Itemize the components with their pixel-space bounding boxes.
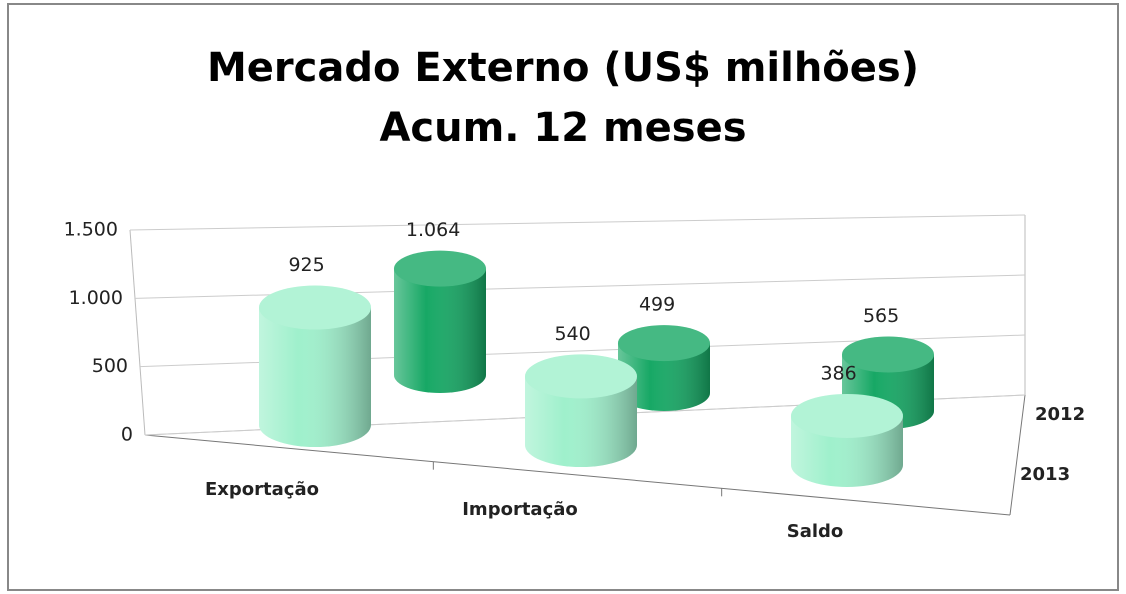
bar-top bbox=[259, 285, 371, 330]
bar-top bbox=[525, 354, 637, 399]
value-label: 540 bbox=[554, 323, 590, 345]
floor-edge bbox=[1009, 394, 1026, 516]
floor-edge bbox=[144, 434, 1011, 516]
value-label: 499 bbox=[639, 294, 675, 316]
bar-top bbox=[842, 336, 934, 373]
y-tick-label: 0 bbox=[121, 424, 133, 446]
grid-line bbox=[129, 214, 1026, 231]
x-tick-label: Saldo bbox=[787, 521, 844, 542]
value-label: 386 bbox=[820, 362, 856, 384]
bar-top-highlight bbox=[842, 336, 934, 373]
bar-top bbox=[791, 393, 903, 438]
y-tick-label: 1.500 bbox=[64, 219, 118, 241]
x-tick-label: Importação bbox=[462, 499, 578, 520]
bar-top-highlight bbox=[791, 393, 903, 438]
bar-top-highlight bbox=[525, 354, 637, 399]
x-tick-label: Exportação bbox=[205, 479, 319, 500]
bar-shade bbox=[394, 268, 486, 393]
bar-shade bbox=[259, 307, 371, 447]
bar-top-highlight bbox=[259, 285, 371, 330]
bar-shade bbox=[525, 376, 637, 467]
depth-label: 2012 bbox=[1035, 404, 1085, 425]
axis-line bbox=[129, 229, 146, 436]
bar-top-highlight bbox=[618, 325, 710, 362]
value-label: 925 bbox=[288, 254, 324, 276]
depth-label: 2013 bbox=[1020, 464, 1070, 485]
chart-title: Mercado Externo (US$ milhões) Acum. 12 m… bbox=[207, 45, 919, 151]
bar-top bbox=[394, 250, 486, 287]
bar-shade bbox=[618, 343, 710, 411]
bar-top bbox=[618, 325, 710, 362]
value-label: 565 bbox=[863, 305, 899, 327]
value-label: 1.064 bbox=[406, 219, 460, 241]
bar-top-highlight bbox=[394, 250, 486, 287]
y-tick-label: 1.000 bbox=[69, 287, 123, 309]
y-tick-label: 500 bbox=[92, 355, 128, 377]
